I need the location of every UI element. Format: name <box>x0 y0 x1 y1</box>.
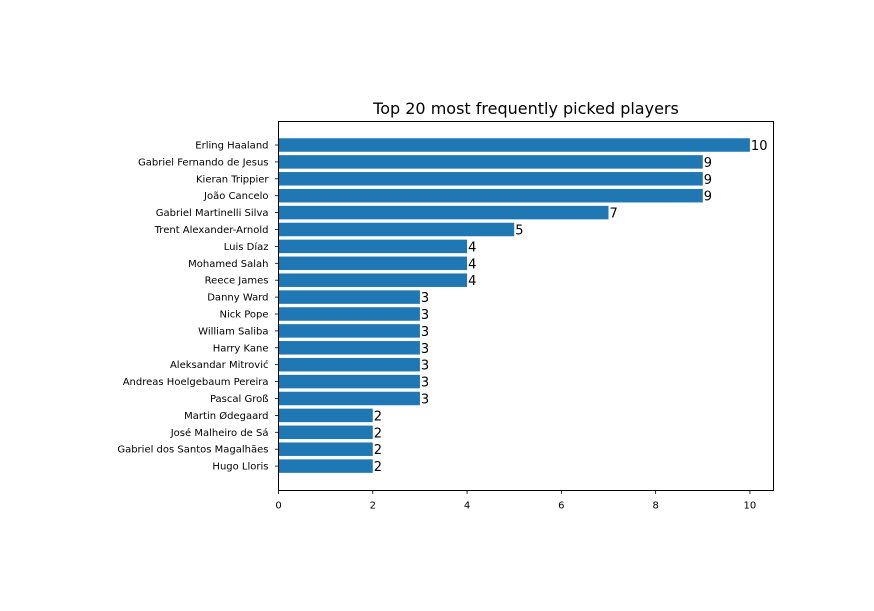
y-tick-label: Nick Pope <box>219 310 268 321</box>
bar <box>278 391 420 406</box>
data-label: 3 <box>421 325 429 340</box>
bar <box>278 239 468 254</box>
y-tick-label: Martin Ødegaard <box>184 410 268 422</box>
y-tick-label: Erling Haaland <box>195 141 268 152</box>
y-tick-label: Gabriel dos Santos Magalhães <box>117 445 268 456</box>
y-tick-label: Gabriel Martinelli Silva <box>156 208 269 219</box>
bar <box>278 290 420 304</box>
data-label: 9 <box>704 173 712 188</box>
data-label: 3 <box>421 376 429 391</box>
y-tick-label: Andreas Hoelgebaum Pereira <box>123 377 269 388</box>
chart-title: Top 20 most frequently picked players <box>372 99 679 118</box>
y-tick-label: Reece James <box>205 276 269 287</box>
data-label: 3 <box>421 342 429 357</box>
category-labels: Erling Haaland Gabriel Fernando de Jesus K… <box>117 141 279 473</box>
y-tick-label: Aleksandar Mitrović <box>170 359 269 371</box>
data-label: 2 <box>374 409 382 424</box>
y-tick-label: Harry Kane <box>213 343 269 354</box>
y-tick-label: Luis Díaz <box>224 241 269 253</box>
y-tick-label: Pascal Groß <box>210 394 269 405</box>
data-label: 7 <box>610 207 618 222</box>
bar <box>278 222 515 237</box>
x-tick-label: 6 <box>558 501 564 512</box>
data-label: 3 <box>421 291 429 306</box>
y-tick-label: Hugo Lloris <box>212 462 268 473</box>
y-tick-label: Kieran Trippier <box>196 174 269 185</box>
y-tick-label: Danny Ward <box>207 293 268 304</box>
bar <box>278 155 703 169</box>
y-tick-label: João Cancelo <box>203 191 269 202</box>
data-label: 4 <box>468 274 476 289</box>
bar <box>278 442 373 456</box>
data-label: 5 <box>515 224 523 239</box>
data-label: 3 <box>421 359 429 374</box>
y-tick-label: Mohamed Salah <box>188 259 268 270</box>
x-tick-label: 0 <box>275 501 281 512</box>
bar <box>278 324 420 338</box>
x-tick-label: 2 <box>370 501 376 512</box>
data-label: 9 <box>704 190 712 205</box>
bar <box>278 408 373 423</box>
data-label: 2 <box>374 443 382 458</box>
y-tick-label: José Malheiro de Sá <box>170 427 269 439</box>
data-label: 3 <box>421 308 429 323</box>
x-tick-label: 10 <box>744 501 757 512</box>
bar <box>278 273 468 287</box>
axes-frame <box>278 121 774 491</box>
bars-layer <box>278 138 750 473</box>
data-labels: 10 9 9 9 7 5 4 4 4 3 3 3 3 3 3 3 2 2 2 2 <box>374 139 768 475</box>
bar <box>278 459 373 473</box>
bar <box>278 357 420 372</box>
bar <box>278 172 703 186</box>
x-tick-label: 8 <box>652 501 658 512</box>
data-label: 4 <box>468 240 476 255</box>
bar <box>278 188 703 203</box>
y-tick-label: Trent Alexander-Arnold <box>154 225 269 236</box>
bar <box>278 138 750 152</box>
y-tick-label: Gabriel Fernando de Jesus <box>138 157 269 168</box>
data-label: 3 <box>421 393 429 408</box>
bar <box>278 205 609 220</box>
data-label: 2 <box>374 460 382 475</box>
bar <box>278 341 420 355</box>
x-tick-label: 4 <box>464 501 470 512</box>
y-tick-label: William Saliba <box>198 326 268 337</box>
bar <box>278 256 468 271</box>
data-label: 2 <box>374 426 382 441</box>
x-axis: 0 2 4 6 8 10 <box>275 490 757 512</box>
bar <box>278 307 420 321</box>
data-label: 9 <box>704 156 712 171</box>
bar <box>278 425 373 440</box>
data-label: 4 <box>468 257 476 272</box>
data-label: 10 <box>751 139 768 154</box>
bar <box>278 374 420 389</box>
